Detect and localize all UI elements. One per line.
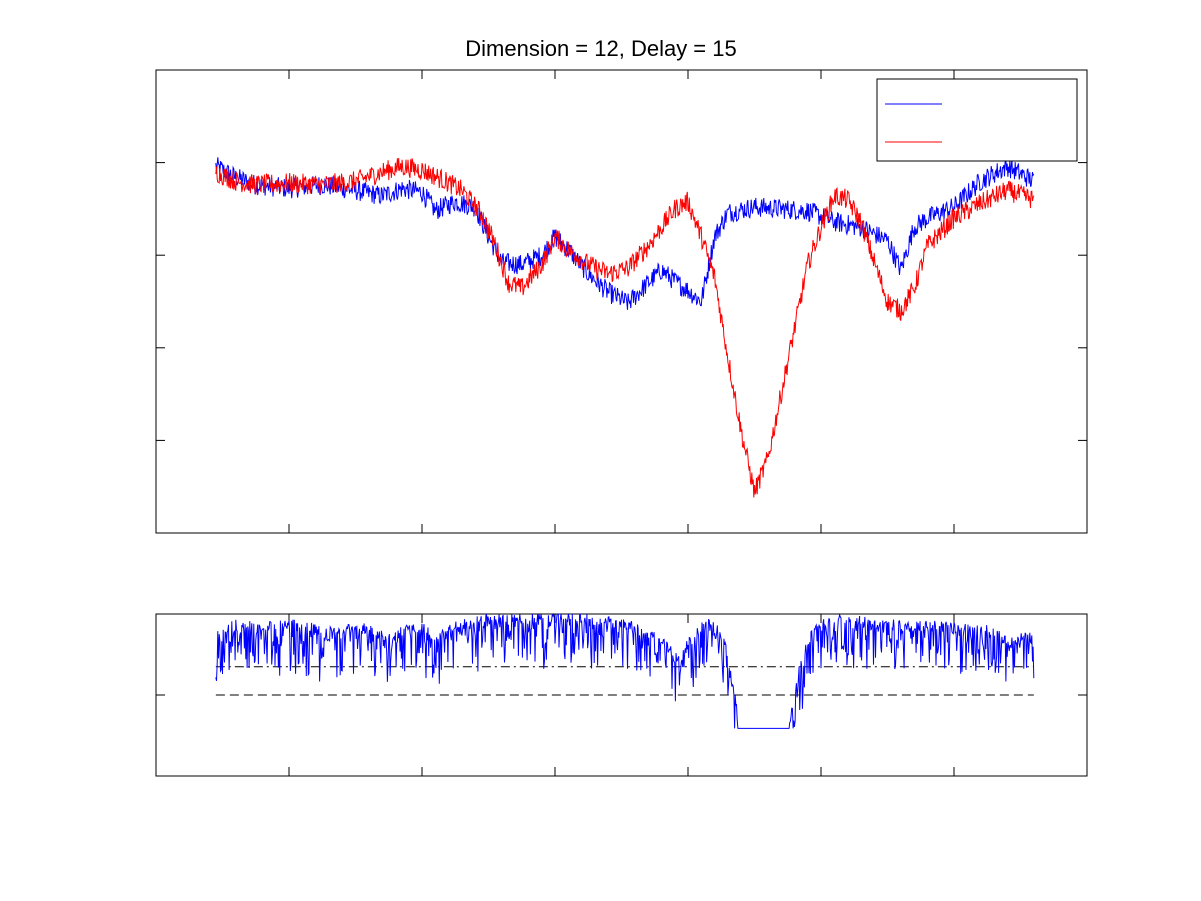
series-line-unprimed [215,157,1035,498]
legend [876,78,1078,162]
top-plot [155,69,1088,534]
series-line-primed [215,157,1035,310]
p-value-line [215,612,1035,729]
bottom-plot [155,612,1088,777]
chart-title: Dimension = 12, Delay = 15 [465,36,737,61]
